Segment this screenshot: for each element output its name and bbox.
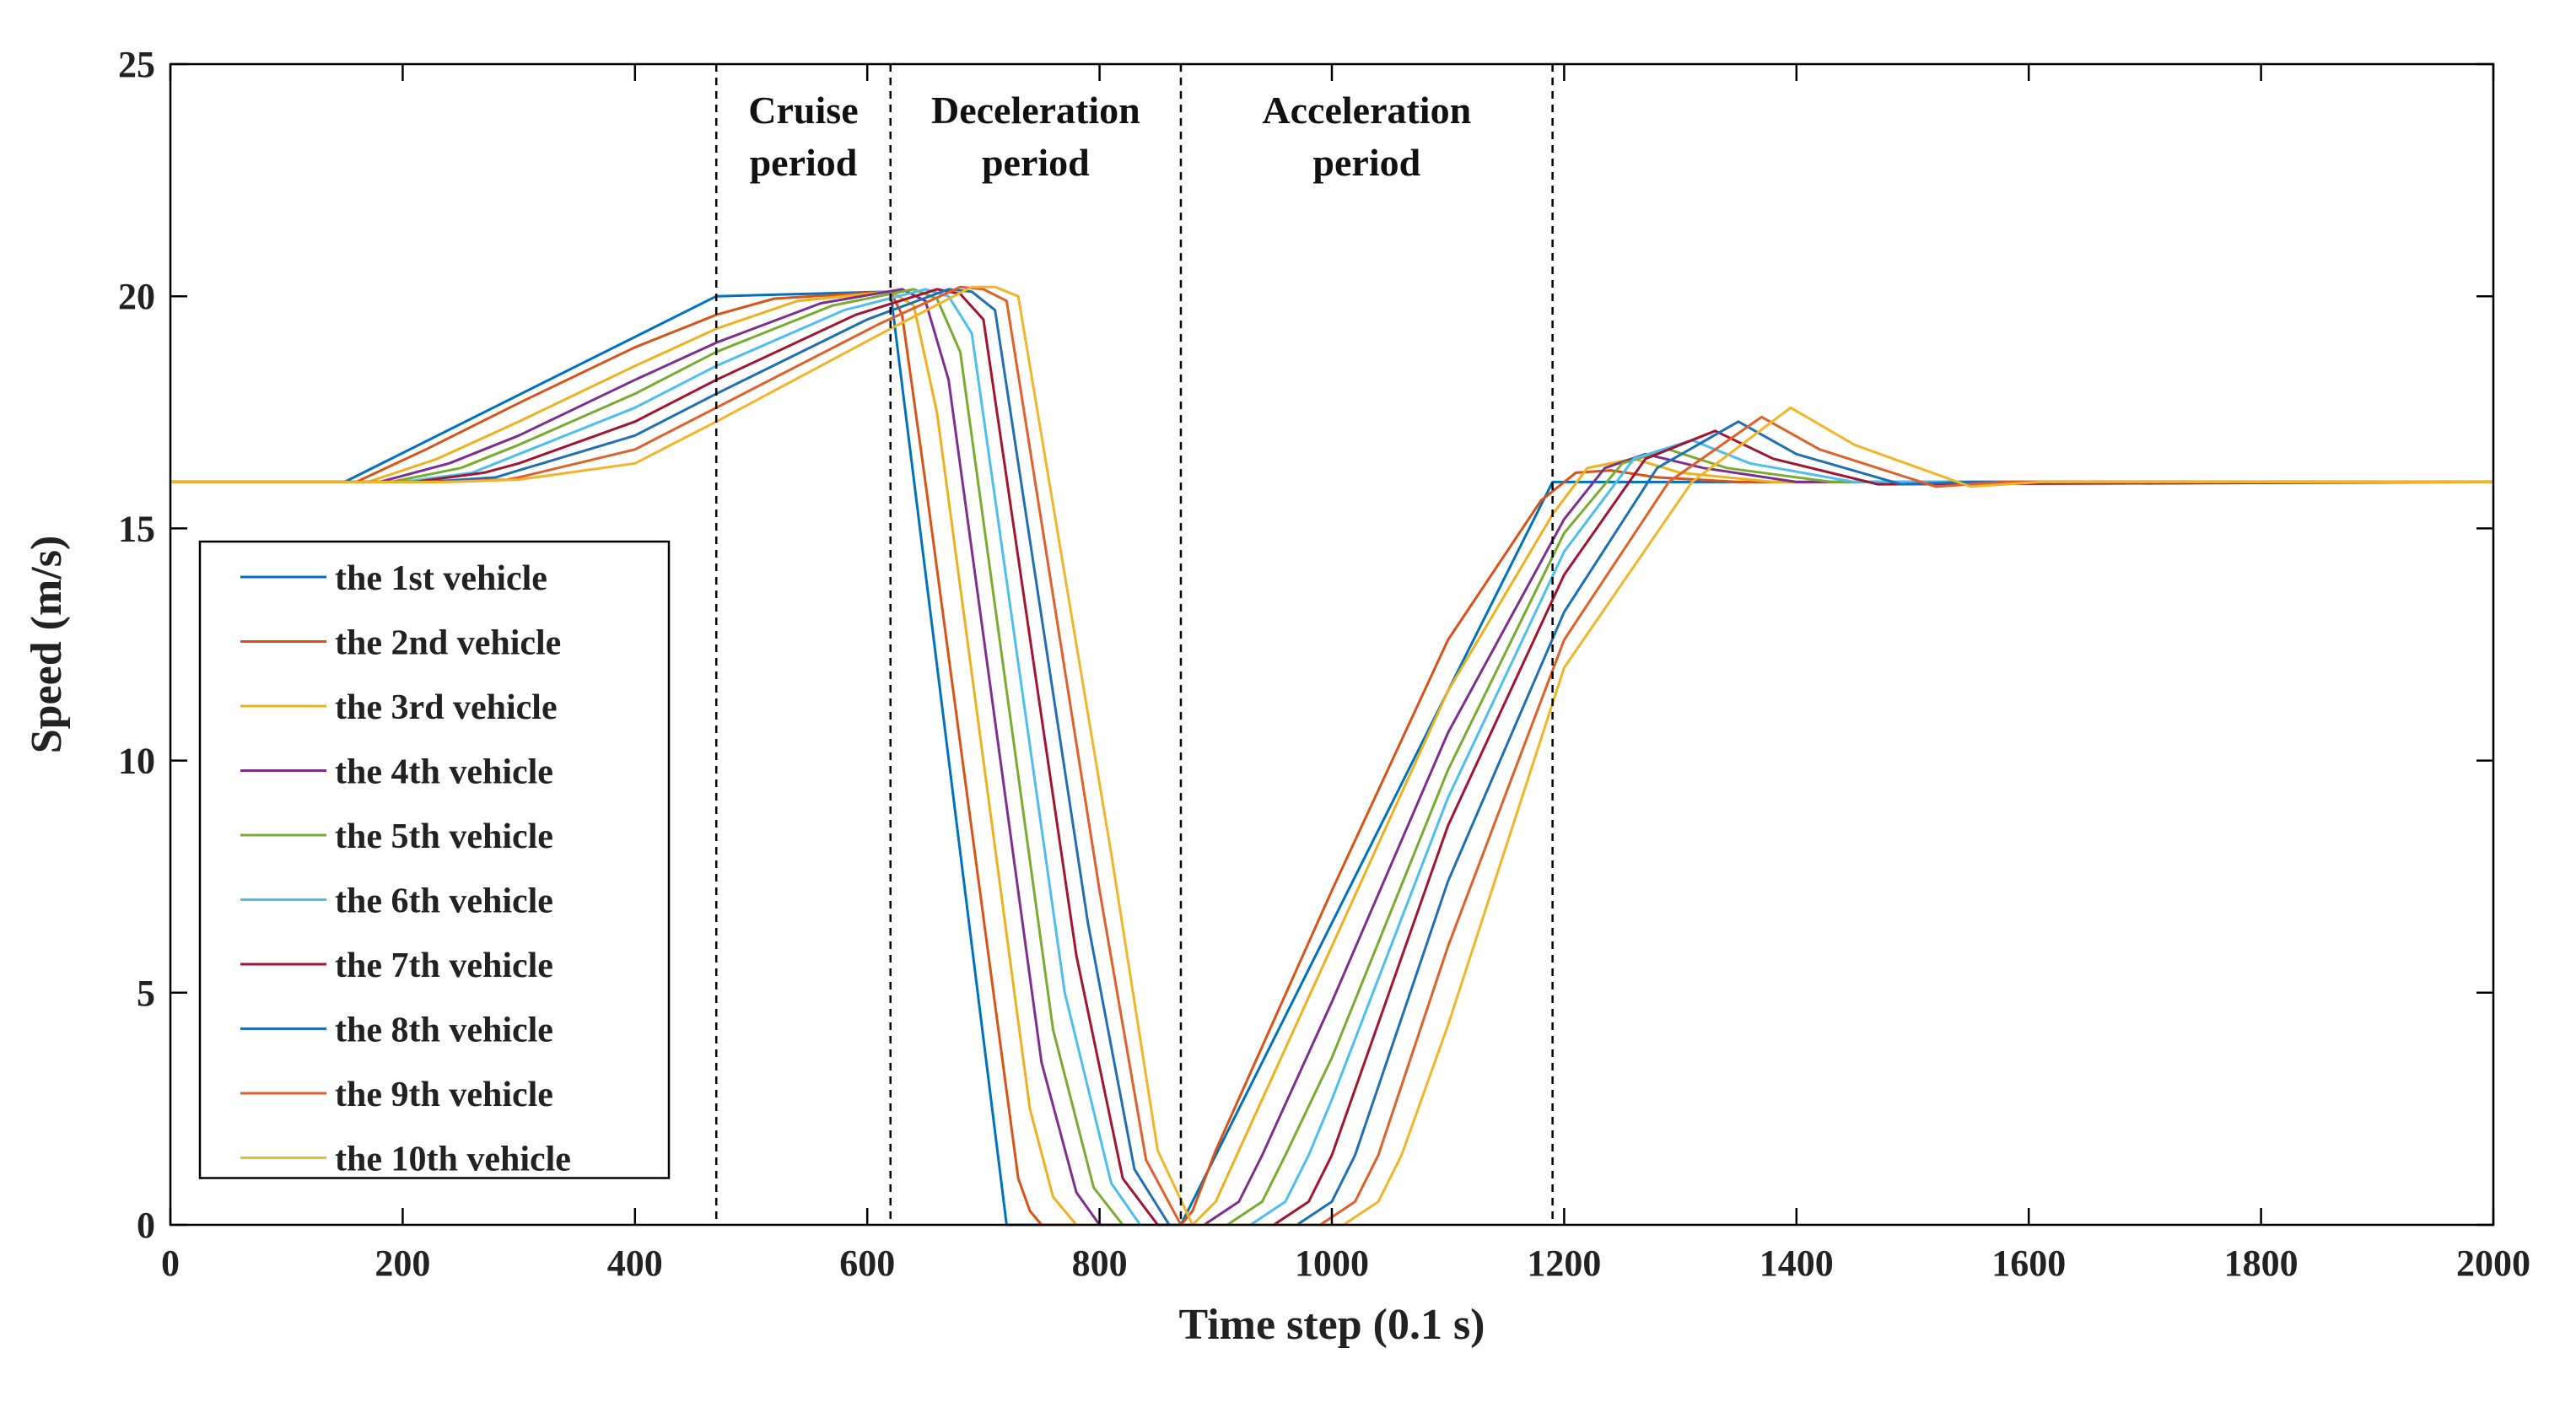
series-line-3 (170, 290, 2493, 1227)
x-tick-label-0: 0 (161, 1243, 180, 1284)
y-tick-label-25: 25 (118, 44, 155, 85)
period-label-2-line-2: period (982, 141, 1090, 184)
period-label-3-line-1: Acceleration (1262, 89, 1471, 132)
x-tick-label-1000: 1000 (1295, 1243, 1369, 1284)
x-tick-label-400: 400 (607, 1243, 663, 1284)
legend-label-10: the 10th vehicle (335, 1140, 571, 1179)
legend: the 1st vehicle the 2nd vehicle the 3rd ve… (198, 540, 671, 1179)
y-tick-label-20: 20 (118, 276, 155, 317)
legend-label-2: the 2nd vehicle (335, 624, 561, 663)
x-tick-label-2000: 2000 (2456, 1243, 2530, 1284)
series-line-7 (170, 288, 2494, 1227)
series-line-6 (170, 288, 2493, 1227)
period-label-1-line-2: period (750, 141, 858, 184)
legend-label-4: the 4th vehicle (335, 753, 553, 792)
series-line-2 (170, 290, 2493, 1227)
x-tick-label-200: 200 (375, 1243, 430, 1284)
period-label-3-line-2: period (1312, 141, 1420, 184)
legend-box (198, 540, 671, 1179)
period-label-2-line-1: Deceleration (931, 89, 1140, 132)
x-tick-label-1600: 1600 (1991, 1243, 2066, 1284)
y-tick-label-5: 5 (137, 973, 155, 1014)
x-axis-title: Time step (0.1 s) (1178, 1301, 1485, 1349)
legend-label-7: the 7th vehicle (335, 946, 553, 985)
series-line-4 (170, 288, 2493, 1227)
y-tick-label-0: 0 (137, 1205, 155, 1246)
period-dividers (714, 64, 1554, 1225)
legend-label-9: the 9th vehicle (335, 1076, 553, 1114)
period-label-1-line-1: Cruise (748, 89, 858, 132)
y-tick-label-10: 10 (118, 741, 155, 782)
legend-label-5: the 5th vehicle (335, 817, 553, 856)
x-tick-label-600: 600 (839, 1243, 895, 1284)
period-labels: Cruise period Deceleration period Accelerati… (748, 89, 1471, 184)
x-tick-label-1800: 1800 (2224, 1243, 2298, 1284)
y-axis-title: Speed (m/s) (23, 536, 71, 754)
series-line-5 (170, 288, 2493, 1227)
x-tick-label-1400: 1400 (1760, 1243, 1834, 1284)
legend-label-8: the 8th vehicle (335, 1011, 553, 1050)
axes: 0 200 400 600 800 1000 1200 1400 1600 1800 2000 0 5 1… (118, 44, 2530, 1284)
x-tick-label-1200: 1200 (1527, 1243, 1601, 1284)
legend-label-3: the 3rd vehicle (335, 688, 558, 727)
x-tick-label-800: 800 (1072, 1243, 1128, 1284)
y-tick-label-15: 15 (118, 508, 155, 549)
legend-label-6: the 6th vehicle (335, 882, 553, 921)
legend-label-1: the 1st vehicle (335, 559, 547, 598)
